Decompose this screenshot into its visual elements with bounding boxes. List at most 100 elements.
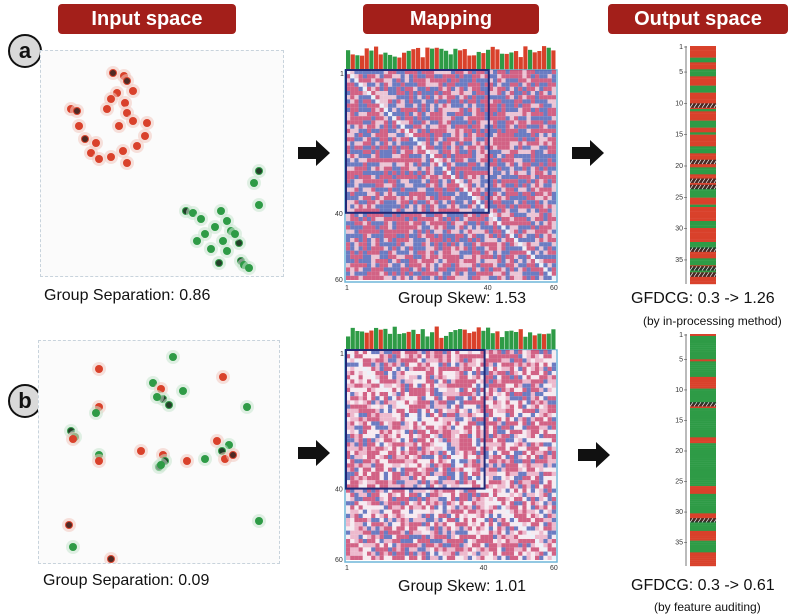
ranking-item <box>690 493 716 497</box>
ranking-item <box>690 398 716 401</box>
ranking-item <box>690 60 716 63</box>
ranking-item <box>690 429 716 432</box>
ranking-item <box>690 456 716 459</box>
ranking-item <box>690 396 716 399</box>
ranking-item <box>690 46 716 49</box>
hatched-rank-item <box>689 184 718 190</box>
red-group-point <box>78 132 92 146</box>
ranking-item <box>690 74 716 77</box>
rank-tick-label: 35 <box>675 257 683 264</box>
ranking-item <box>690 244 716 247</box>
red-group-point <box>104 552 118 563</box>
ranking-item <box>690 406 716 409</box>
ranking-item <box>690 484 716 487</box>
ranking-item <box>690 495 716 498</box>
ranking-item <box>690 341 716 344</box>
ranking-item <box>690 232 716 236</box>
header-output-space: Output space <box>608 4 788 34</box>
ranking-item <box>690 146 716 149</box>
hatched-rank-item <box>689 517 718 523</box>
ranking-item <box>690 202 716 205</box>
ranking-item <box>690 92 716 96</box>
ranking-item <box>690 221 716 224</box>
rank-tick-label: 5 <box>679 69 683 76</box>
red-group-point <box>104 150 118 164</box>
ranking-item <box>690 339 716 342</box>
ranking-item <box>690 57 716 61</box>
ranking-item <box>690 437 716 440</box>
ranking-item <box>690 88 716 91</box>
ranking-item <box>690 413 716 417</box>
ranking-item <box>690 480 716 483</box>
ranking-item <box>690 511 716 514</box>
ranking-item <box>690 188 716 191</box>
scatter-plot-a <box>40 50 284 277</box>
ranking-item <box>690 151 716 154</box>
ranking-item <box>690 83 716 86</box>
ranking-item <box>690 349 716 352</box>
ranking-item <box>690 460 716 463</box>
green-group-point <box>190 234 204 248</box>
hatched-rank-item <box>689 159 718 165</box>
green-group-point <box>252 198 266 212</box>
ranking-item <box>690 564 716 567</box>
arrow-right-icon <box>298 440 330 466</box>
ranking-item <box>690 71 716 75</box>
ranking-item <box>690 167 716 170</box>
rank-tick-label: 5 <box>679 356 683 363</box>
ranking-item <box>690 78 716 82</box>
ranking-item <box>690 123 716 126</box>
ranking-item <box>690 367 716 370</box>
ranking-item <box>690 450 716 454</box>
ranking-item <box>690 371 716 374</box>
ranking-item <box>690 449 716 452</box>
ranking-item <box>690 242 716 245</box>
ranking-item <box>690 270 716 273</box>
ranking-item <box>690 335 716 339</box>
red-group-point <box>130 139 144 153</box>
ranking-item <box>690 207 716 210</box>
ranking-item <box>690 376 716 380</box>
ranking-item <box>690 165 716 168</box>
ranking-item <box>690 544 716 547</box>
matrix-cells <box>346 70 556 280</box>
red-group-point <box>66 432 80 446</box>
ranking-item <box>690 193 716 196</box>
ranking-item <box>690 141 716 145</box>
ranking-item <box>690 258 716 261</box>
ranking-item <box>690 355 716 358</box>
ranking-item <box>690 417 716 420</box>
ranking-item <box>690 386 716 389</box>
output-ranking-a: 1 5 10 15 20 25 30 35 <box>668 42 724 288</box>
ranking-item <box>690 474 716 477</box>
ranking-item <box>690 528 716 532</box>
ranking-item <box>690 223 716 226</box>
rank-tick-label: 1 <box>679 332 683 339</box>
red-group-point <box>72 119 86 133</box>
ranking-item <box>690 361 716 364</box>
ranking-item <box>690 411 716 415</box>
ranking-item <box>690 190 716 194</box>
hatched-rank-item <box>689 266 718 271</box>
green-group-point <box>204 242 218 256</box>
ranking-item <box>690 527 716 530</box>
ranking-item <box>690 552 716 555</box>
ranking-item <box>690 204 716 208</box>
ranking-item <box>690 176 716 180</box>
ranking-item <box>690 253 716 257</box>
rank-tick-label: 25 <box>675 479 683 486</box>
ranking-item <box>690 431 716 434</box>
ranking-item <box>690 155 716 159</box>
ranking-item <box>690 237 716 240</box>
ranking-item <box>690 118 716 121</box>
rank-tick-label: 1 <box>679 44 683 51</box>
ranking-item <box>690 390 716 393</box>
ranking-item <box>690 76 716 79</box>
ranking-item <box>690 464 716 467</box>
ranking-item <box>690 421 716 424</box>
ranking-item <box>690 374 716 378</box>
red-group-point <box>106 66 120 80</box>
rank-tick-label: 30 <box>675 226 683 233</box>
green-group-point <box>212 256 226 270</box>
ranking-item <box>690 359 716 362</box>
